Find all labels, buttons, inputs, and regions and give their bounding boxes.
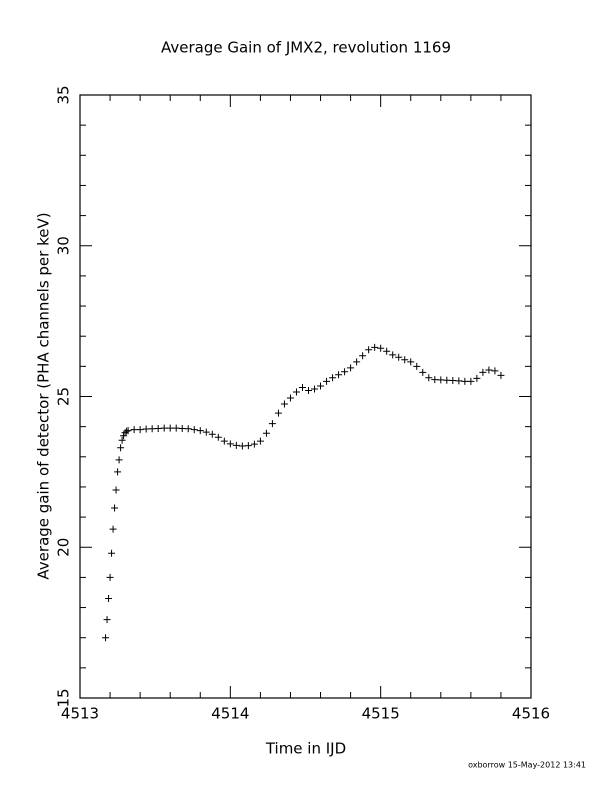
data-point [286,394,294,402]
data-point [329,374,337,382]
data-point [437,376,445,384]
data-point [232,441,240,449]
data-point [389,351,397,359]
data-point [172,424,180,432]
data-point [108,549,116,557]
data-point [347,364,355,372]
data-point [497,371,505,379]
data-point [353,358,361,366]
data-point [124,427,132,435]
data-point [268,420,276,428]
y-tick-label: 15 [55,688,73,707]
data-point [196,427,204,435]
data-point [401,356,409,364]
x-tick-label: 4516 [512,705,550,723]
data-point [473,374,481,382]
data-point [190,426,198,434]
data-point [419,368,427,376]
data-point [461,377,469,385]
data-point [244,442,252,450]
data-point [136,426,144,434]
data-point [371,343,379,351]
chart-title: Average Gain of JMX2, revolution 1169 [161,39,451,57]
data-point [250,440,258,448]
data-point [443,376,451,384]
footer: oxborrow 15-May-2012 13:41 [468,761,586,770]
y-tick-label: 35 [55,85,73,104]
data-point [280,400,288,408]
data-point [184,425,192,433]
data-point [479,368,487,376]
data-point [166,424,174,432]
y-tick-label: 20 [55,538,73,557]
data-point [105,595,113,603]
data-point [109,525,117,533]
data-point [377,344,385,352]
data-point [274,409,282,417]
data-point [341,368,349,376]
data-point [449,377,457,385]
data-point [305,386,313,394]
x-axis-label: Time in IJD [265,740,346,758]
data-point [120,432,128,440]
data-point [238,442,246,450]
data-point [178,424,186,432]
y-axis-label: Average gain of detector (PHA channels p… [35,212,53,579]
data-point [491,367,499,375]
data-point [365,346,373,354]
data-point [262,429,270,437]
data-point [395,353,403,361]
data-point [359,352,367,360]
y-tick-label: 30 [55,236,73,255]
data-point [292,388,300,396]
data-point [311,385,319,393]
data-point [111,504,119,512]
x-tick-label: 4514 [211,705,249,723]
data-point [407,358,415,366]
data-point [112,486,120,494]
data-point [425,374,433,382]
data-point [154,424,162,432]
data-point [431,376,439,384]
data-point [383,347,391,355]
data-point [123,427,131,435]
data-point [102,634,110,642]
data-point [323,377,331,385]
x-tick-label: 4515 [362,705,400,723]
data-point [467,377,475,385]
data-point [220,437,228,445]
data-point [118,436,126,444]
data-point [256,437,264,445]
data-point [142,425,150,433]
data-point [115,456,123,464]
data-point [226,440,234,448]
data-point [298,383,306,391]
data-point [148,425,156,433]
data-point [117,444,125,452]
data-point [208,430,216,438]
data-point [317,382,325,390]
data-point [106,573,114,581]
data-point [202,428,210,436]
data-point [455,377,463,385]
data-point [114,468,122,476]
data-point [413,362,421,370]
data-point [335,371,343,379]
data-point [103,616,111,624]
data-point [160,424,168,432]
x-tick-label: 4513 [61,705,99,723]
plot-frame [79,94,532,699]
data-point [214,433,222,441]
y-tick-label: 25 [55,387,73,406]
data-point [130,426,138,434]
data-point [485,366,493,374]
